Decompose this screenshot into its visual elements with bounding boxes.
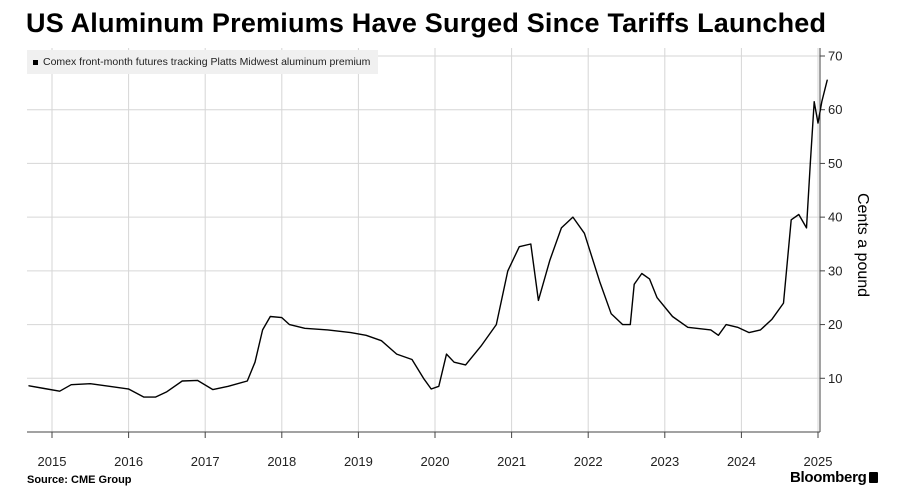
x-tick-label: 2018 (267, 454, 296, 469)
y-tick-label: 40 (828, 210, 842, 225)
brand-logo: Bloomberg (790, 469, 879, 486)
series-layer (28, 79, 828, 398)
legend-label: Comex front-month futures tracking Platt… (43, 56, 371, 68)
y-tick-label: 70 (828, 49, 842, 64)
series-line (28, 79, 828, 398)
chart-title: US Aluminum Premiums Have Surged Since T… (26, 8, 827, 38)
grid (27, 48, 820, 432)
y-tick-label: 10 (828, 371, 842, 386)
y-axis-label: Cents a pound (854, 192, 871, 298)
source-note: Source: CME Group (27, 474, 132, 486)
x-tick-label: 2022 (574, 454, 603, 469)
x-tick-label: 2019 (344, 454, 373, 469)
y-tick-label: 30 (828, 263, 842, 278)
x-tick-label: 2021 (497, 454, 526, 469)
tick-labels: 10 20 30 40 50 60 70 2015 2016 2017 2018 2019 2020 20… (38, 49, 843, 470)
x-tick-label: 2023 (650, 454, 679, 469)
axes (27, 48, 825, 438)
x-tick-label: 2017 (191, 454, 220, 469)
y-tick-label: 20 (828, 317, 842, 332)
x-tick-label: 2015 (38, 454, 67, 469)
bloomberg-terminal-icon (869, 472, 879, 483)
legend-swatch (33, 59, 38, 65)
x-tick-label: 2025 (804, 454, 833, 469)
y-tick-label: 60 (828, 102, 842, 117)
x-tick-label: 2024 (727, 454, 756, 469)
brand-name: Bloomberg (790, 469, 867, 486)
legend: Comex front-month futures tracking Platt… (27, 50, 379, 74)
x-tick-label: 2016 (114, 454, 143, 469)
x-tick-label: 2020 (421, 454, 450, 469)
y-tick-label: 50 (828, 156, 842, 171)
